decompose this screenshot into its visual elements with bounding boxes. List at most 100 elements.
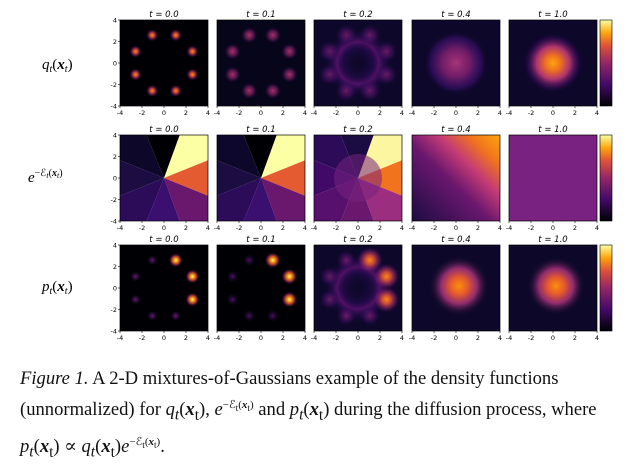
y-tick-label: 4 (113, 241, 117, 249)
x-tick-label: -4 (311, 224, 317, 232)
x-tick-label: 2 (281, 224, 285, 232)
panel-time-title: t = 0.0 (149, 235, 178, 245)
x-tick-label: -2 (236, 109, 242, 117)
x-tick-label: 4 (400, 334, 404, 342)
x-tick-label: 2 (476, 224, 480, 232)
panel-time-title: t = 1.0 (538, 235, 567, 245)
panel-time-title: t = 0.2 (343, 125, 372, 135)
x-tick-label: -4 (214, 334, 220, 342)
panel-time-title: t = 0.0 (149, 10, 178, 20)
panel-p (217, 245, 305, 331)
y-tick-label: 2 (113, 153, 117, 161)
x-tick-label: 4 (400, 109, 404, 117)
panel-q (509, 20, 597, 106)
x-tick-label: 2 (184, 109, 188, 117)
figure-label: Figure 1. (20, 368, 89, 389)
x-tick-label: 4 (206, 224, 210, 232)
x-tick-label: -4 (214, 224, 220, 232)
y-tick-label: -4 (111, 217, 117, 225)
x-tick-label: 2 (378, 109, 382, 117)
colorbar (599, 19, 613, 107)
x-tick-label: 0 (259, 334, 263, 342)
x-tick-label: 0 (454, 224, 458, 232)
y-tick-label: 0 (113, 174, 117, 182)
x-tick-label: 4 (303, 224, 307, 232)
panel-time-title: t = 0.1 (246, 125, 275, 135)
caption-text-2: and (258, 399, 286, 421)
x-tick-label: 4 (400, 224, 404, 232)
x-tick-label: 2 (281, 109, 285, 117)
caption-text-3: during the diffusion process, where (334, 399, 597, 421)
x-tick-label: -2 (528, 224, 534, 232)
x-tick-label: -2 (528, 109, 534, 117)
x-tick-label: -2 (528, 334, 534, 342)
x-tick-label: 0 (162, 224, 166, 232)
x-tick-label: 0 (162, 109, 166, 117)
panel-energy (314, 135, 402, 221)
x-tick-label: 0 (454, 109, 458, 117)
y-tick-label: -2 (111, 306, 117, 314)
panel-time-title: t = 0.2 (343, 235, 372, 245)
x-tick-label: 4 (595, 334, 599, 342)
x-tick-label: 2 (281, 334, 285, 342)
x-tick-label: -2 (139, 109, 145, 117)
panel-p (120, 245, 208, 331)
x-tick-label: 4 (206, 334, 210, 342)
y-tick-label: 0 (113, 59, 117, 67)
y-tick-label: -2 (111, 196, 117, 204)
x-tick-label: 4 (595, 224, 599, 232)
panel-time-title: t = 0.4 (441, 10, 470, 20)
x-tick-label: -2 (236, 334, 242, 342)
figure-caption: Figure 1. A 2-D mixtures-of-Gaussians ex… (20, 368, 597, 461)
x-tick-label: 0 (551, 224, 555, 232)
panel-time-title: t = 0.4 (441, 125, 470, 135)
panel-q (412, 20, 500, 106)
x-tick-label: -2 (333, 109, 339, 117)
y-tick-label: 0 (113, 284, 117, 292)
y-tick-label: -4 (111, 327, 117, 335)
x-tick-label: -2 (431, 224, 437, 232)
x-tick-label: -2 (333, 334, 339, 342)
panel-p (314, 245, 402, 331)
x-tick-label: 0 (454, 334, 458, 342)
row-label: e−ℰt(xt) (28, 168, 63, 186)
x-tick-label: 4 (498, 334, 502, 342)
x-tick-label: 2 (184, 224, 188, 232)
x-tick-label: -4 (506, 224, 512, 232)
x-tick-label: 2 (378, 334, 382, 342)
x-tick-label: 2 (573, 334, 577, 342)
x-tick-label: -2 (431, 109, 437, 117)
x-tick-label: 0 (356, 224, 360, 232)
panel-q (314, 20, 402, 106)
panel-p (509, 245, 597, 331)
colorbar (599, 244, 613, 332)
x-tick-label: 0 (162, 334, 166, 342)
x-tick-label: 4 (595, 109, 599, 117)
x-tick-label: 2 (476, 334, 480, 342)
panel-q (120, 20, 208, 106)
y-tick-label: 2 (113, 38, 117, 46)
panel-q (217, 20, 305, 106)
x-tick-label: 0 (259, 224, 263, 232)
colorbar (599, 134, 613, 222)
x-tick-label: -4 (117, 334, 123, 342)
panel-time-title: t = 1.0 (538, 125, 567, 135)
x-tick-label: -4 (506, 334, 512, 342)
panel-energy (509, 135, 597, 221)
panel-energy (120, 135, 208, 221)
x-tick-label: -2 (139, 224, 145, 232)
panel-energy (412, 135, 500, 221)
x-tick-label: -4 (506, 109, 512, 117)
x-tick-label: 4 (303, 334, 307, 342)
x-tick-label: 4 (498, 224, 502, 232)
x-tick-label: 2 (476, 109, 480, 117)
x-tick-label: 0 (356, 109, 360, 117)
x-tick-label: -4 (409, 109, 415, 117)
x-tick-label: -4 (117, 109, 123, 117)
x-tick-label: -2 (139, 334, 145, 342)
x-tick-label: 4 (303, 109, 307, 117)
x-tick-label: 4 (206, 109, 210, 117)
x-tick-label: -4 (214, 109, 220, 117)
x-tick-label: -4 (409, 224, 415, 232)
row-label: qt(xt) (42, 57, 73, 75)
